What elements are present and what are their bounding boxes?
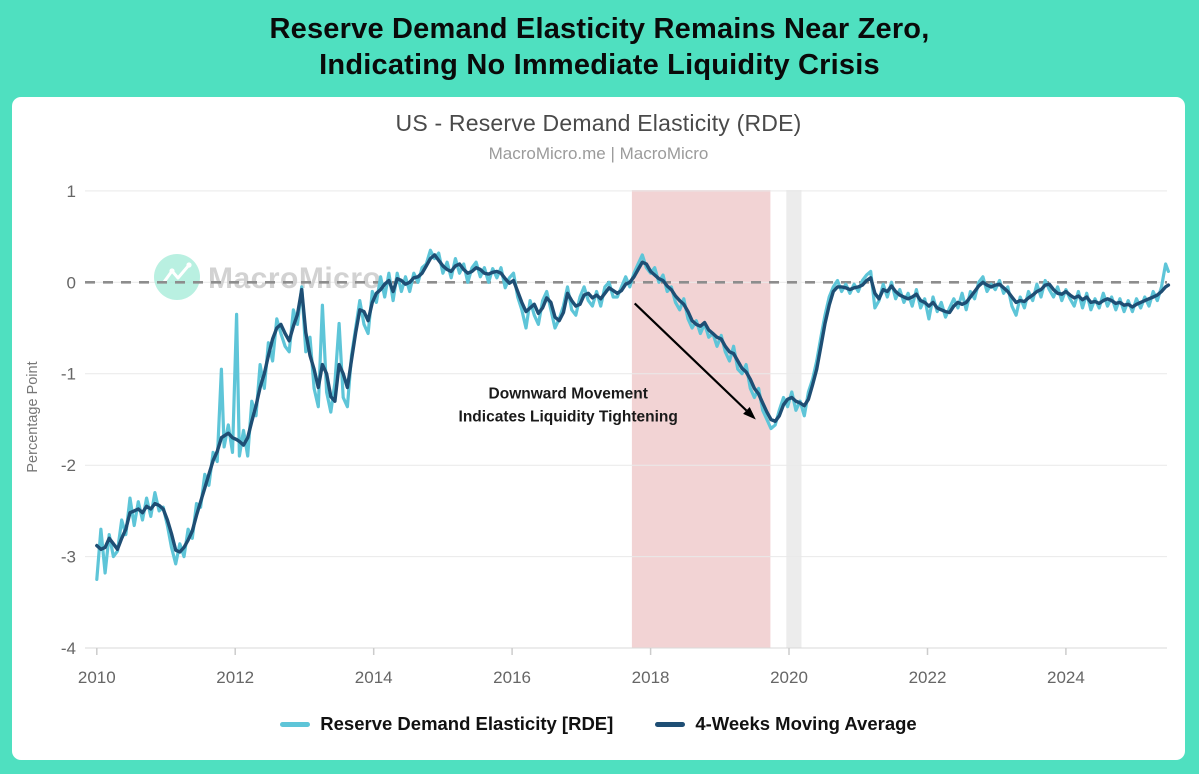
annotation-arrow xyxy=(633,302,748,412)
legend-item-rde[interactable]: Reserve Demand Elasticity [RDE] xyxy=(280,713,613,735)
y-tick-label: -2 xyxy=(61,456,76,475)
x-tick-label: 2024 xyxy=(1047,668,1085,687)
chart-subtitle: MacroMicro.me | MacroMicro xyxy=(488,144,709,163)
rde-line-swatch xyxy=(280,721,311,727)
moving-average-line-swatch xyxy=(655,721,686,727)
y-tick-label: -3 xyxy=(61,548,76,567)
x-tick-label: 2016 xyxy=(493,668,531,687)
x-tick-label: 2014 xyxy=(355,668,393,687)
annotation-arrowhead xyxy=(743,407,756,420)
y-tick-label: -4 xyxy=(61,639,76,658)
recession-band xyxy=(786,190,802,648)
legend-label-moving-average: 4-Weeks Moving Average xyxy=(695,713,917,734)
watermark-logo-zigzag xyxy=(162,263,191,284)
chart-panel: US - Reserve Demand Elasticity (RDE) Mac… xyxy=(12,97,1185,760)
y-tick-label: 1 xyxy=(67,182,76,201)
annotation-line2: Indicates Liquidity Tightening xyxy=(459,408,678,425)
y-tick-label: 0 xyxy=(67,273,76,292)
main-title-line1: Reserve Demand Elasticity Remains Near Z… xyxy=(269,13,930,45)
moving-average-line xyxy=(95,253,1171,554)
x-tick-label: 2010 xyxy=(78,668,116,687)
main-title-line2: Indicating No Immediate Liquidity Crisis xyxy=(319,49,880,81)
legend: Reserve Demand Elasticity [RDE] 4-Weeks … xyxy=(12,713,1185,735)
legend-item-moving-average[interactable]: 4-Weeks Moving Average xyxy=(655,713,917,735)
chart-title: US - Reserve Demand Elasticity (RDE) xyxy=(395,110,802,136)
watermark-text: MacroMicro xyxy=(208,262,381,295)
x-tick-label: 2020 xyxy=(770,668,808,687)
legend-label-rde: Reserve Demand Elasticity [RDE] xyxy=(320,713,614,734)
header: Reserve Demand Elasticity Remains Near Z… xyxy=(0,0,1199,97)
watermark-logo-dot xyxy=(186,262,192,268)
y-tick-label: -1 xyxy=(61,365,76,384)
watermark-logo-dot xyxy=(169,268,175,274)
x-tick-label: 2012 xyxy=(216,668,254,687)
y-axis-label: Percentage Point xyxy=(25,361,41,472)
x-tick-label: 2022 xyxy=(909,668,947,687)
annotation-line1: Downward Movement xyxy=(489,385,648,402)
x-tick-label: 2018 xyxy=(632,668,670,687)
chart-plot: MacroMicro Downward Movement Indicates Liq… xyxy=(25,182,1171,687)
